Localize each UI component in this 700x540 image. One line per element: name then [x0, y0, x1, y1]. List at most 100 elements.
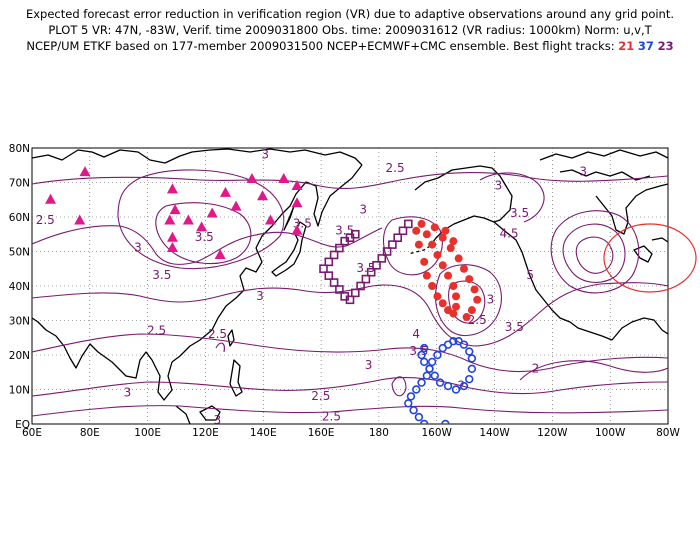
track-point-purple — [393, 233, 403, 242]
observation-triangle — [196, 221, 208, 232]
track-point-blue — [425, 364, 434, 373]
track-point-purple — [361, 274, 371, 284]
track-point-purple — [329, 278, 339, 287]
contour-label: 3 — [261, 147, 269, 161]
coast-japan — [271, 221, 307, 277]
track-point-purple — [335, 243, 344, 253]
contour-label: 3 — [256, 289, 264, 303]
track-point-red — [465, 275, 474, 284]
observation-triangle — [214, 248, 226, 259]
lon-label: 60E — [22, 427, 42, 439]
verification-region-circle — [603, 223, 697, 293]
track-point-purple — [403, 219, 413, 229]
contour-label: 3.5 — [356, 261, 375, 275]
track-point-blue — [409, 406, 418, 415]
track-point-blue — [443, 381, 453, 391]
track-point-red — [438, 261, 447, 270]
observation-triangle — [257, 190, 269, 201]
track-point-blue — [465, 374, 474, 384]
track-point-red — [459, 264, 468, 273]
track-point-blue — [441, 419, 450, 424]
track-point-blue — [467, 354, 477, 363]
observation-triangle — [169, 204, 181, 215]
coast-gulf — [611, 317, 668, 341]
contour-label: 3.5 — [409, 344, 428, 358]
track-point-red — [449, 237, 458, 246]
title-line-1: Expected forecast error reduction in ver… — [25, 7, 675, 21]
track-point-red — [452, 302, 460, 311]
track-point-purple — [324, 271, 334, 280]
track-point-purple — [350, 288, 360, 298]
track-point-red — [417, 219, 426, 228]
track-point-blue — [451, 385, 461, 394]
observation-triangle — [291, 197, 303, 208]
track-point-blue — [467, 364, 477, 373]
observation-triangle — [182, 214, 194, 225]
lon-label: 100E — [134, 427, 161, 439]
observation-triangles — [45, 166, 303, 259]
track-point-blue — [427, 357, 437, 367]
lat-label: 30N — [9, 316, 30, 328]
observation-triangle — [166, 183, 178, 194]
lon-label: 120E — [192, 427, 219, 439]
track-point-red — [438, 299, 447, 308]
observation-triangle — [45, 193, 57, 204]
contours — [32, 169, 668, 417]
contour-label: 5 — [526, 268, 534, 282]
observation-triangle — [278, 173, 290, 184]
observation-triangle — [164, 214, 176, 225]
track-point-blue — [412, 385, 421, 394]
track-point-blue — [406, 392, 416, 401]
lat-label: 20N — [9, 350, 30, 362]
coast-philippines — [229, 359, 243, 397]
contour-label: 3.5 — [510, 206, 529, 220]
contour-label: 3 — [134, 241, 142, 255]
track-point-red — [449, 309, 458, 318]
track-point-purple — [356, 281, 365, 291]
lon-label: 180 — [369, 427, 389, 439]
coast-indonesia — [175, 405, 221, 424]
title-line-3: NCEP/UM ETKF based on 177-member 2009031… — [0, 39, 700, 53]
track-point-blue — [420, 343, 429, 353]
contour-label: 3 — [214, 413, 222, 427]
track-point-blue — [430, 371, 439, 380]
observation-triangle — [291, 224, 303, 235]
track-label-purple: 23 — [657, 39, 674, 53]
track-point-purple — [329, 250, 339, 260]
contour-line — [155, 202, 252, 265]
contour-line — [32, 405, 668, 417]
contour-label: 3.5 — [152, 268, 171, 282]
contour-line — [519, 360, 668, 381]
contour-label: 3 — [365, 358, 373, 372]
lat-label: 80N — [9, 143, 30, 155]
contour-line — [479, 172, 545, 223]
flight-tracks — [319, 219, 482, 424]
coast-china — [171, 247, 263, 363]
lon-label: 140E — [250, 427, 277, 439]
track-point-blue — [417, 378, 426, 387]
track-point-red — [412, 226, 421, 235]
track-point-red — [430, 223, 439, 232]
contour-label: 3 — [487, 292, 495, 306]
coast-indochina — [32, 317, 173, 401]
contour-label: 2.5 — [311, 389, 330, 403]
track-point-red — [470, 285, 479, 294]
track-point-blue — [454, 337, 463, 346]
track-point-red — [422, 230, 431, 239]
lon-label: 140W — [479, 427, 510, 439]
observation-triangle — [206, 207, 218, 218]
coast-aleutians — [407, 245, 431, 255]
track-point-red — [414, 240, 423, 249]
track-point-blue — [433, 350, 442, 360]
observation-triangle — [265, 214, 276, 225]
track-point-red — [452, 292, 460, 301]
track-point-red — [441, 226, 450, 235]
track-point-purple — [340, 292, 350, 301]
track-point-purple — [388, 240, 397, 249]
lat-label: 10N — [9, 385, 30, 397]
observation-triangle — [166, 242, 178, 253]
coast-asia-north — [32, 148, 363, 166]
contour-label: 3 — [495, 178, 503, 192]
contour-line — [32, 377, 668, 397]
